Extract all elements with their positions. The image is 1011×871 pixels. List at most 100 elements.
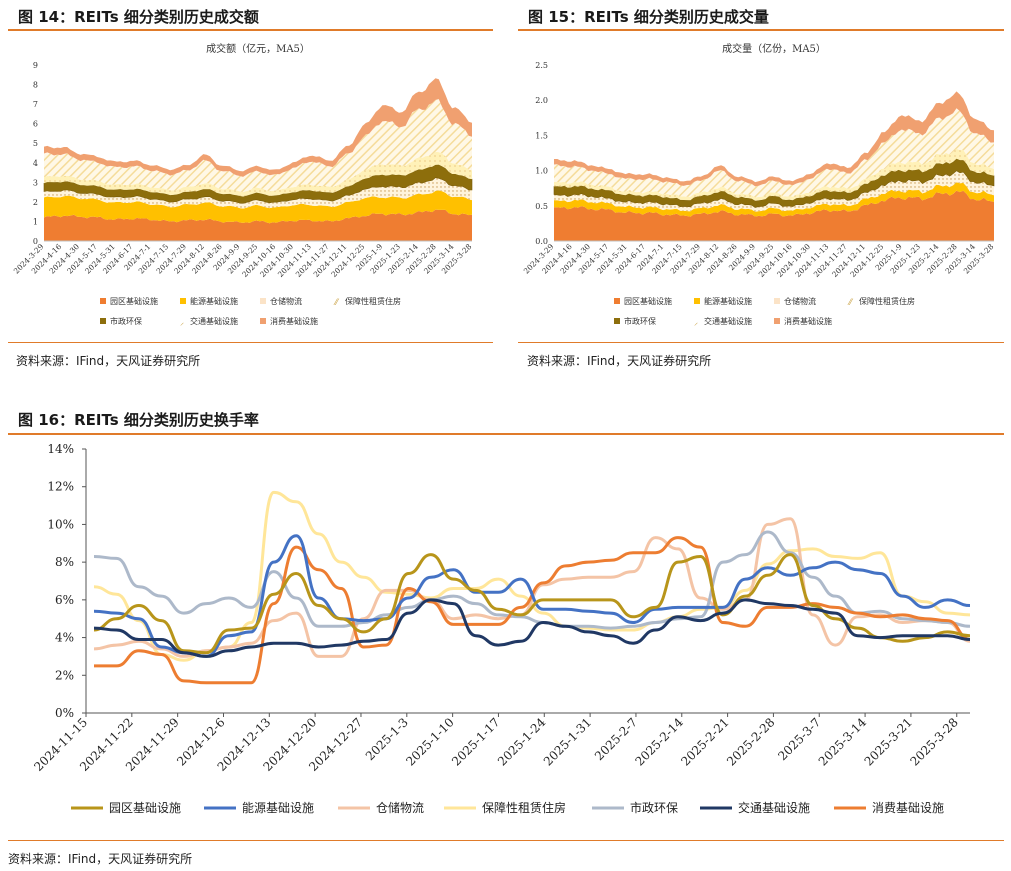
- x-tick-label: 2025-1-10: [403, 715, 456, 768]
- x-tick-label: 2025-3-14: [816, 715, 870, 769]
- series-line-交通基础设施: [93, 598, 971, 658]
- series-area-消费基础设施: [554, 91, 994, 187]
- legend-item: 市政环保: [592, 800, 678, 815]
- y-tick-label: 1: [33, 217, 38, 226]
- legend-item: 能源基础设施: [180, 296, 238, 306]
- series-area-能源基础设施: [44, 190, 472, 224]
- series-line-保障性租赁住房: [93, 490, 971, 662]
- y-tick-label: 4: [33, 159, 38, 168]
- legend-swatch: [100, 318, 106, 324]
- y-tick-label: 0: [33, 237, 38, 246]
- legend-label: 仓储物流: [784, 296, 816, 306]
- y-tick-label: 3: [33, 178, 38, 187]
- legend-label: 市政环保: [110, 316, 142, 326]
- y-tick-label: 1.0: [535, 167, 548, 176]
- figure-14-title: 图 14：REITs 细分类别历史成交额: [18, 8, 259, 26]
- figure-16-bottom-rule: [8, 840, 1004, 841]
- figure-14-rule: [8, 29, 493, 31]
- legend-swatch: [694, 298, 700, 304]
- legend-label: 能源基础设施: [190, 296, 238, 306]
- legend-swatch: ⸝: [180, 318, 184, 327]
- figure-14-source: 资料来源：IFind，天风证券研究所: [16, 354, 201, 368]
- series-line-能源基础设施: [93, 534, 971, 658]
- series-line-消费基础设施: [94, 536, 971, 685]
- y-tick-label: 8: [33, 81, 38, 90]
- legend-item: 保障性租赁住房: [444, 800, 566, 815]
- series-area-交通基础设施: [44, 151, 472, 197]
- figure-16-rule: [8, 433, 1004, 435]
- x-tick-label: 2025-2-14: [632, 715, 686, 769]
- legend-label: 市政环保: [630, 800, 678, 815]
- y-tick-label: 2: [33, 198, 38, 207]
- series-area-消费基础设施: [44, 78, 472, 177]
- legend-label: 能源基础设施: [704, 296, 752, 306]
- legend-swatch: [774, 318, 780, 324]
- chart-turnover-amount: 成交额（亿元，MA5）01234567892024-3-292024-4-162…: [12, 42, 474, 327]
- x-tick-label: 2025-1-17: [449, 715, 502, 768]
- y-tick-label: 12%: [47, 480, 74, 494]
- legend-label: 消费基础设施: [872, 801, 944, 815]
- x-tick-label: 2025-3-7: [775, 715, 823, 763]
- figure-15-source: 资料来源：IFind，天风证券研究所: [527, 354, 712, 368]
- y-tick-label: 5: [33, 139, 38, 148]
- legend-label: 仓储物流: [376, 800, 424, 815]
- legend-swatch: [100, 298, 106, 304]
- legend-item: 能源基础设施: [694, 296, 752, 306]
- series-area-保障性租赁住房: [554, 108, 994, 198]
- y-tick-label: 2%: [55, 668, 74, 682]
- legend-item: 仓储物流: [774, 296, 816, 306]
- legend-swatch: [180, 298, 186, 304]
- chart-turnover-rate: 0%2%4%6%8%10%12%14%2024-11-152024-11-222…: [31, 442, 971, 815]
- y-tick-label: 7: [33, 100, 38, 109]
- legend-item: 仓储物流: [338, 800, 424, 815]
- y-tick-label: 0.0: [535, 237, 548, 246]
- y-tick-label: 0.5: [535, 202, 548, 211]
- chart-title: 成交量（亿份，MA5）: [722, 42, 826, 55]
- legend-label: 保障性租赁住房: [482, 800, 566, 815]
- series-line-仓储物流: [93, 517, 971, 658]
- legend-item: ⁄⁄ 保障性租赁住房: [847, 296, 915, 307]
- figure-16-title: 图 16：REITs 细分类别历史换手率: [18, 411, 259, 429]
- legend-label: 交通基础设施: [190, 316, 238, 326]
- legend-swatch: ⁄⁄: [333, 298, 339, 307]
- legend-label: 交通基础设施: [704, 316, 752, 326]
- legend-label: 交通基础设施: [738, 800, 810, 815]
- legend-label: 能源基础设施: [242, 801, 314, 815]
- legend-item: ⸝ 交通基础设施: [180, 316, 238, 327]
- legend-label: 园区基础设施: [624, 296, 672, 306]
- series-area-保障性租赁住房: [44, 99, 472, 192]
- chart-title: 成交额（亿元，MA5）: [206, 42, 310, 55]
- legend-swatch: [614, 318, 620, 324]
- legend-label: 市政环保: [624, 316, 656, 326]
- legend-label: 保障性租赁住房: [859, 296, 915, 306]
- series-line-市政环保: [93, 530, 971, 630]
- y-tick-label: 14%: [47, 442, 74, 456]
- legend-swatch: ⸝: [694, 318, 698, 327]
- legend-item: 能源基础设施: [204, 801, 314, 815]
- x-tick-label: 2025-3-21: [862, 715, 915, 768]
- x-tick-label: 2025-3-28: [907, 715, 960, 768]
- legend-item: 园区基础设施: [100, 296, 158, 306]
- legend-item: 消费基础设施: [260, 316, 318, 326]
- figure-14-bottom-rule: [8, 342, 493, 343]
- legend-item: 市政环保: [100, 316, 142, 326]
- series-area-市政环保: [553, 158, 995, 208]
- figure-15-rule: [518, 29, 1004, 31]
- x-tick-label: 2025-2-28: [724, 715, 777, 768]
- x-tick-label: 2025-2-21: [678, 715, 731, 768]
- x-tick-label: 2025-1-31: [541, 715, 594, 768]
- legend-label: 园区基础设施: [109, 801, 181, 815]
- series-area-园区基础设施: [554, 190, 994, 241]
- y-tick-label: 1.5: [535, 131, 548, 140]
- x-tick-label: 2025-1-3: [363, 715, 411, 763]
- y-tick-label: 6%: [55, 593, 74, 607]
- legend-swatch: [774, 298, 780, 304]
- y-tick-label: 9: [33, 61, 38, 70]
- legend-label: 保障性租赁住房: [345, 296, 401, 306]
- legend-item: 交通基础设施: [700, 800, 810, 815]
- legend-swatch: [260, 318, 266, 324]
- y-tick-label: 6: [33, 120, 38, 129]
- y-tick-label: 2.0: [535, 96, 548, 105]
- legend-label: 消费基础设施: [270, 316, 318, 326]
- y-tick-label: 8%: [55, 555, 74, 569]
